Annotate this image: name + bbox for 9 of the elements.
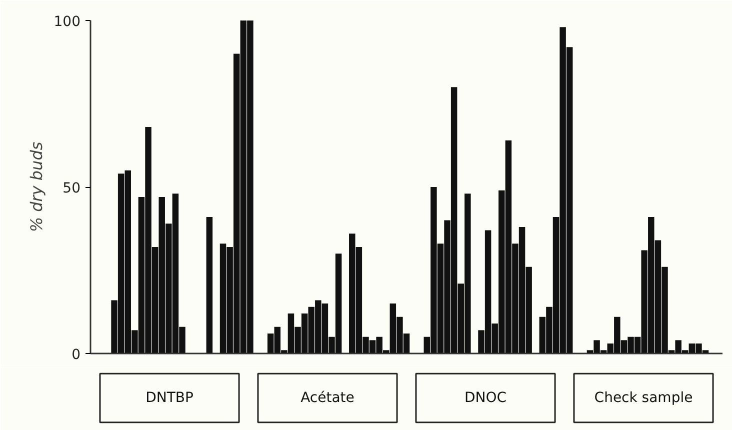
text: Acétate [300,390,354,406]
y-tick-label: 0 [72,347,81,363]
y-tick-label: 100 [54,14,81,30]
text: Check sample [594,390,693,406]
text: DNTBP [146,390,194,406]
y-axis-title: % dry buds [26,142,46,232]
y-tick-label: 50 [62,180,81,196]
bar [206,216,213,354]
text: DNOC [464,390,507,406]
